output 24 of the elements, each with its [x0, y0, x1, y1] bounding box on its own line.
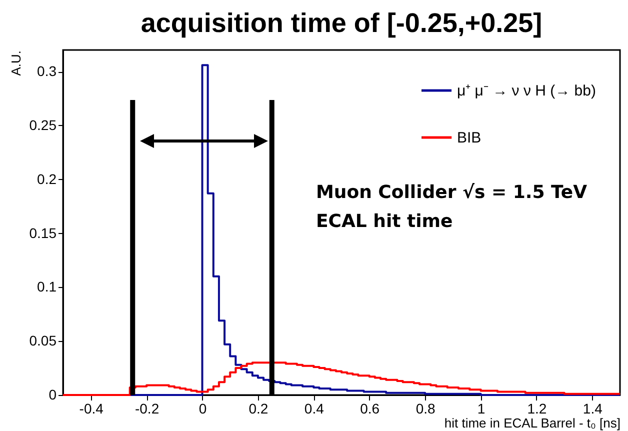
- y-tick-label: 0.05: [29, 332, 57, 349]
- y-axis-title: A.U.: [8, 50, 24, 76]
- legend-label: μ⁺ μ⁻ → ν ν H (→ bb): [457, 82, 596, 100]
- chart-title: acquisition time of [-0.25,+0.25]: [140, 8, 542, 38]
- annotation: Muon Collider √s = 1.5 TeV: [316, 182, 588, 203]
- annotation: ECAL hit time: [316, 211, 453, 232]
- x-tick-label: 1.4: [582, 400, 603, 416]
- x-tick-label: 0.6: [360, 400, 380, 416]
- x-tick-label: -0.4: [79, 400, 104, 416]
- x-tick-label: 0.8: [416, 400, 436, 416]
- y-tick-label: 0.15: [29, 224, 57, 241]
- x-tick-label: 0.4: [304, 400, 324, 416]
- x-tick-label: 0: [198, 400, 207, 416]
- y-tick-label: 0.1: [37, 278, 57, 295]
- x-tick-label: -0.2: [134, 400, 160, 416]
- x-axis-title: hit time in ECAL Barrel - t₀ [ns]: [444, 416, 620, 430]
- legend-label: BIB: [457, 130, 482, 146]
- y-tick-label: 0: [48, 386, 57, 402]
- x-tick-label: 0.2: [248, 400, 268, 416]
- x-tick-label: 1: [477, 400, 486, 416]
- y-tick-label: 0.25: [29, 116, 57, 133]
- x-tick-label: 1.2: [527, 400, 547, 416]
- y-tick-label: 0.3: [37, 63, 57, 80]
- y-tick-label: 0.2: [37, 170, 57, 187]
